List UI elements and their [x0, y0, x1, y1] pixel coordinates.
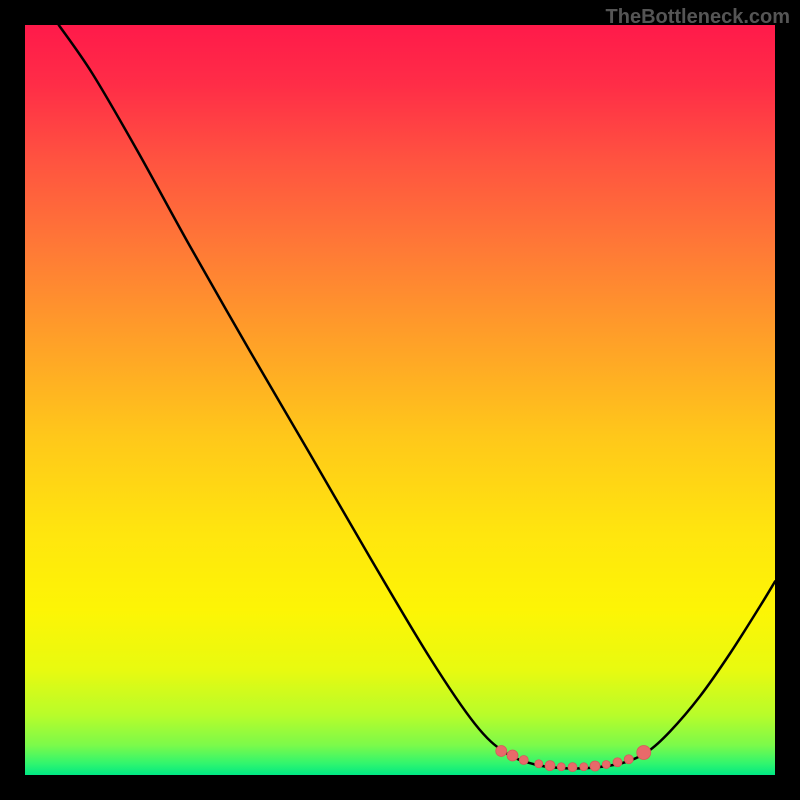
curve-marker	[507, 750, 518, 761]
curve-marker	[519, 756, 528, 765]
curve-marker	[637, 746, 651, 760]
curve-marker	[602, 761, 610, 769]
curve-marker	[545, 761, 555, 771]
plot-svg	[0, 0, 800, 800]
curve-marker	[535, 760, 543, 768]
watermark-text: TheBottleneck.com	[606, 6, 790, 29]
curve-marker	[568, 763, 577, 772]
curve-marker	[580, 763, 588, 771]
curve-marker	[613, 758, 622, 767]
curve-marker	[496, 746, 507, 757]
curve-marker	[624, 755, 633, 764]
plot-area	[25, 25, 775, 775]
bottleneck-chart: TheBottleneck.com	[0, 0, 800, 800]
curve-marker	[590, 761, 600, 771]
curve-marker	[557, 763, 565, 771]
